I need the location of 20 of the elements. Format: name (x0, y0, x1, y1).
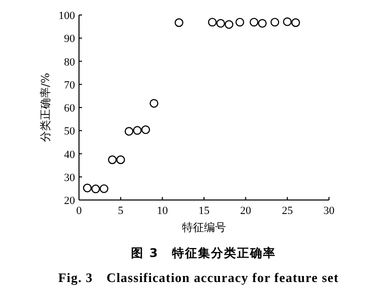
y-tick-label: 100 (58, 10, 76, 22)
x-tick-label: 30 (324, 205, 335, 217)
y-tick-label: 30 (64, 172, 76, 184)
x-tick-label: 10 (156, 205, 168, 217)
x-tick-label: 25 (282, 205, 294, 217)
x-tick-label: 20 (240, 205, 252, 217)
y-axis-title: 分类正确率/% (39, 72, 52, 142)
x-tick-label: 0 (76, 205, 82, 217)
y-tick-label: 90 (64, 33, 76, 46)
y-tick-label: 70 (64, 79, 76, 92)
y-tick-label: 50 (64, 126, 76, 138)
y-tick-label: 60 (64, 102, 76, 114)
y-tick-label: 40 (64, 148, 76, 161)
text: Fig. 3 Classification accuracy for feature set (58, 270, 339, 285)
y-tick-label: 20 (64, 195, 76, 207)
text: 图 3 特征集分类正确率 (131, 246, 276, 260)
x-tick-label: 15 (198, 205, 210, 217)
x-tick-label: 5 (118, 205, 124, 217)
x-axis-title: 特征编号 (182, 221, 226, 234)
y-tick-label: 80 (64, 56, 76, 68)
